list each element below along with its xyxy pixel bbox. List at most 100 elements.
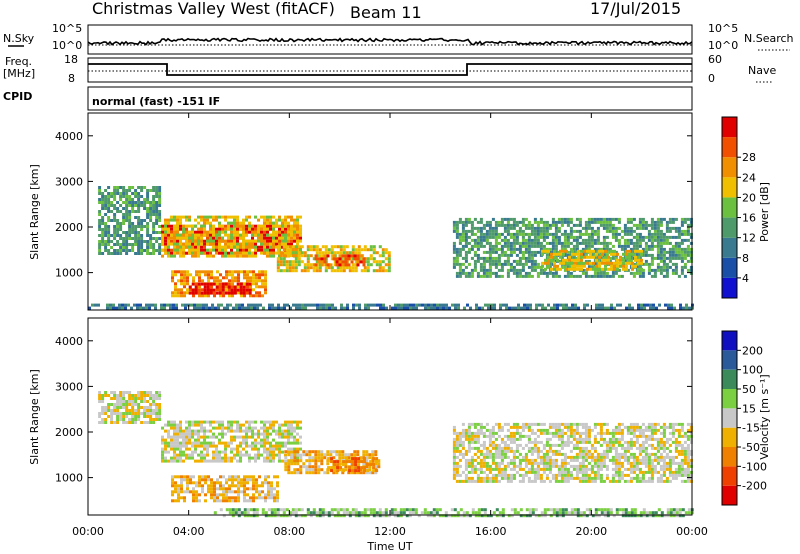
velocity-cell: [234, 478, 237, 482]
velocity-cell: [572, 458, 576, 462]
power-cell: [596, 232, 600, 236]
velocity-cell: [128, 397, 132, 400]
velocity-cell: [194, 441, 197, 445]
velocity-cell: [206, 447, 209, 451]
velocity-cell: [351, 463, 355, 467]
velocity-cell: [186, 478, 189, 482]
velocity-cell: [231, 496, 234, 500]
velocity-cell: [149, 406, 153, 409]
velocity-cell: [273, 499, 276, 503]
power-cell: [584, 220, 588, 224]
power-cell: [170, 251, 173, 255]
power-cell: [278, 242, 281, 246]
velocity-cell: [236, 420, 239, 424]
power-cell: [631, 261, 634, 265]
power-cell: [559, 252, 562, 256]
power-cell: [547, 255, 550, 259]
power-cell: [283, 306, 286, 310]
power-cell: [101, 234, 105, 237]
power-cell: [218, 230, 221, 234]
power-cell: [482, 232, 486, 236]
velocity-cell: [470, 461, 474, 465]
power-cell: [490, 306, 493, 310]
velocity-cell: [521, 455, 525, 459]
power-cell: [629, 229, 633, 233]
velocity-cell: [251, 432, 254, 436]
colorbar-segment: [722, 197, 737, 218]
power-cell: [533, 244, 537, 248]
velocity-cell: [195, 493, 198, 497]
power-cell: [274, 306, 277, 310]
power-cell: [191, 288, 195, 292]
power-cell: [309, 263, 313, 267]
power-cell: [497, 253, 501, 257]
velocity-cell: [212, 450, 215, 454]
velocity-cell: [188, 447, 191, 451]
velocity-cell: [554, 428, 558, 432]
power-cell: [599, 256, 603, 260]
velocity-cell: [357, 469, 361, 473]
power-cell: [566, 250, 570, 254]
velocity-cell: [125, 412, 129, 415]
power-cell: [647, 265, 651, 269]
power-cell: [333, 269, 337, 273]
power-cell: [197, 242, 200, 246]
power-cell: [297, 263, 301, 267]
velocity-cell: [500, 467, 504, 471]
velocity-cell: [224, 456, 227, 460]
power-cell: [485, 274, 489, 278]
power-cell: [575, 247, 579, 251]
power-cell: [381, 254, 385, 258]
velocity-cell: [491, 479, 495, 483]
power-cell: [251, 245, 254, 249]
power-cell: [387, 251, 391, 255]
velocity-cell: [275, 432, 278, 436]
velocity-cell: [201, 490, 204, 494]
power-cell: [628, 255, 631, 259]
velocity-cell: [98, 415, 102, 418]
velocity-cell: [263, 459, 266, 463]
velocity-cell: [518, 437, 522, 441]
power-cell: [569, 217, 573, 221]
velocity-cell: [494, 455, 498, 459]
power-cell: [608, 256, 612, 260]
power-cell: [521, 235, 525, 239]
velocity-cell: [267, 487, 270, 491]
velocity-cell: [374, 462, 378, 466]
power-cell: [375, 251, 379, 255]
power-cell: [565, 258, 568, 262]
velocity-cell: [270, 481, 273, 485]
power-cell: [494, 256, 498, 260]
power-cell: [638, 241, 642, 245]
velocity-cell: [527, 437, 531, 441]
power-cell: [530, 226, 534, 230]
velocity-cell: [563, 425, 567, 429]
velocity-cell: [560, 446, 564, 450]
velocity-cell: [182, 432, 185, 436]
power-cell: [387, 257, 391, 261]
velocity-cell: [467, 422, 471, 426]
power-cell: [255, 291, 258, 295]
power-cell: [266, 224, 269, 228]
velocity-cell: [261, 484, 264, 488]
velocity-cell: [188, 420, 191, 424]
nsearch-tick-bottom: 10^0: [708, 39, 738, 52]
velocity-cell: [116, 415, 120, 418]
power-cell: [179, 239, 182, 243]
power-cell: [260, 227, 263, 231]
power-cell: [202, 306, 205, 310]
velocity-cell: [194, 429, 197, 433]
power-cell: [152, 252, 156, 255]
power-cell: [272, 233, 275, 237]
power-cell: [479, 256, 483, 260]
power-cell: [306, 260, 310, 264]
power-cell: [415, 306, 418, 310]
power-cell: [179, 242, 182, 246]
velocity-cell: [497, 425, 501, 429]
velocity-cell: [500, 458, 504, 462]
power-cell: [181, 303, 184, 307]
power-cell: [478, 306, 481, 310]
velocity-cell: [212, 441, 215, 445]
power-cell: [330, 251, 334, 255]
velocity-cell: [137, 409, 141, 412]
